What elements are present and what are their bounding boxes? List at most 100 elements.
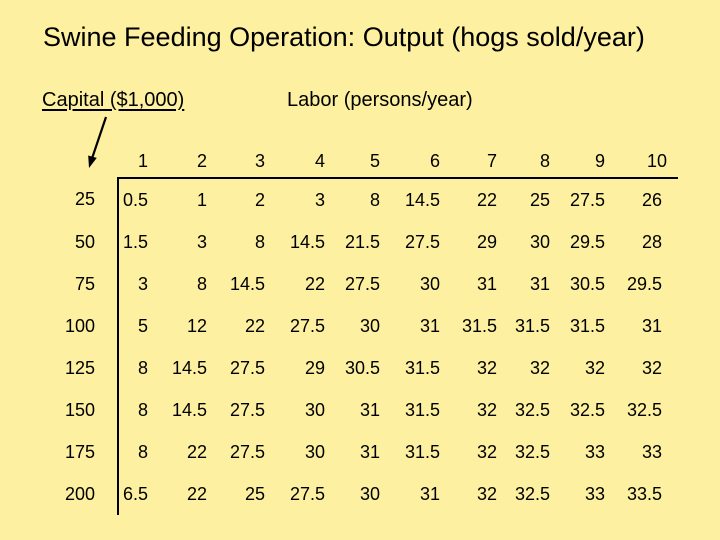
output-value-cell: 0.5 [117, 177, 159, 221]
capital-row-header: 150 [64, 399, 95, 420]
output-value-cell: 8 [117, 347, 159, 389]
output-value-cell: 30 [359, 483, 380, 504]
output-value-cell: 32.5 [514, 399, 550, 420]
output-value-cell: 14.5 [171, 357, 207, 378]
output-value-cell: 31 [419, 483, 440, 504]
output-value-cell: 8 [117, 389, 159, 431]
table-row: 100 5 12 22 27.5 30 31 31.5 31.5 31.5 31 [0, 305, 678, 347]
labor-column-header: 1 [137, 151, 148, 171]
output-value-cell: 29.5 [569, 231, 605, 252]
table-row: 200 6.5 22 25 27.5 30 31 32 32.5 33 33.5 [0, 473, 678, 515]
output-value-cell: 8 [254, 231, 265, 252]
output-value-cell: 3 [117, 263, 159, 305]
labor-column-header: 2 [196, 151, 207, 171]
capital-row-header: 200 [64, 483, 95, 504]
output-value-cell: 32 [584, 357, 605, 378]
output-value-cell: 31 [529, 273, 550, 294]
output-value-cell: 27.5 [229, 399, 265, 420]
labor-column-header: 3 [254, 151, 265, 171]
output-value-cell: 25 [244, 483, 265, 504]
output-value-cell: 33.5 [626, 483, 662, 504]
capital-row-header: 50 [74, 231, 95, 252]
output-value-cell: 22 [186, 483, 207, 504]
output-value-cell: 1 [159, 177, 218, 221]
output-value-cell: 32.5 [514, 441, 550, 462]
table-body: 25 0.5 1 2 3 8 14.5 22 25 27.5 26 50 1.5 3 8 14.5 21.5 27… [0, 177, 678, 515]
output-value-cell: 1.5 [117, 221, 159, 263]
output-value-cell: 31.5 [404, 357, 440, 378]
output-value-cell: 21.5 [344, 231, 380, 252]
labor-column-header: 8 [539, 151, 550, 171]
output-value-cell: 31.5 [404, 441, 440, 462]
capital-row-header: 175 [64, 441, 95, 462]
labor-column-header: 10 [646, 151, 667, 171]
capital-row-header: 125 [64, 357, 95, 378]
output-value-cell: 30 [359, 315, 380, 336]
output-value-cell: 32 [476, 399, 497, 420]
table-row: 50 1.5 3 8 14.5 21.5 27.5 29 30 29.5 28 [0, 221, 678, 263]
capital-row-header: 100 [64, 315, 95, 336]
output-value-cell: 27.5 [289, 483, 325, 504]
output-value-cell: 32.5 [626, 399, 662, 420]
output-value-cell: 30 [529, 231, 550, 252]
output-value-cell: 32 [641, 357, 662, 378]
output-value-cell: 29.5 [626, 273, 662, 294]
output-value-cell: 8 [117, 431, 159, 473]
labor-column-header: 7 [486, 151, 497, 171]
output-value-cell: 3 [196, 231, 207, 252]
output-value-cell: 14.5 [229, 273, 265, 294]
output-value-cell: 8 [196, 273, 207, 294]
output-value-cell: 25 [508, 177, 561, 221]
output-value-cell: 12 [186, 315, 207, 336]
output-value-cell: 27.5 [344, 273, 380, 294]
labor-column-header: 9 [594, 151, 605, 171]
output-value-cell: 30.5 [569, 273, 605, 294]
output-value-cell: 3 [276, 177, 336, 221]
labor-column-header: 4 [314, 151, 325, 171]
output-value-cell: 28 [641, 231, 662, 252]
output-value-cell: 32.5 [569, 399, 605, 420]
output-value-cell: 32 [476, 357, 497, 378]
output-value-cell: 27.5 [229, 357, 265, 378]
table-corner-cell [0, 144, 118, 178]
output-value-cell: 22 [244, 315, 265, 336]
output-value-cell: 6.5 [117, 473, 159, 515]
output-value-cell: 14.5 [391, 177, 451, 221]
output-value-cell: 32.5 [514, 483, 550, 504]
labor-column-header: 6 [429, 151, 440, 171]
output-value-cell: 33 [641, 441, 662, 462]
output-value-cell: 30.5 [344, 357, 380, 378]
output-value-cell: 27.5 [404, 231, 440, 252]
output-value-cell: 32 [529, 357, 550, 378]
output-value-cell: 29 [304, 357, 325, 378]
output-value-cell: 32 [476, 483, 497, 504]
capital-axis-label: Capital ($1,000) [42, 89, 185, 111]
output-value-cell: 26 [616, 177, 678, 221]
output-value-cell: 29 [476, 231, 497, 252]
table-row: 25 0.5 1 2 3 8 14.5 22 25 27.5 26 [0, 177, 678, 221]
capital-row-header: 75 [74, 273, 95, 294]
table-header-row: 1 2 3 4 5 6 7 8 9 10 [0, 144, 678, 178]
output-value-cell: 30 [304, 441, 325, 462]
output-value-cell: 30 [419, 273, 440, 294]
output-value-cell: 31.5 [461, 315, 497, 336]
table-row: 175 8 22 27.5 30 31 31.5 32 32.5 33 33 [0, 431, 678, 473]
output-value-cell: 32 [476, 441, 497, 462]
table-row: 125 8 14.5 27.5 29 30.5 31.5 32 32 32 32 [0, 347, 678, 389]
output-value-cell: 31.5 [404, 399, 440, 420]
output-value-cell: 2 [218, 177, 276, 221]
output-value-cell: 8 [336, 177, 391, 221]
table-row: 150 8 14.5 27.5 30 31 31.5 32 32.5 32.5 32.5 [0, 389, 678, 431]
output-value-cell: 22 [451, 177, 508, 221]
output-value-cell: 33 [584, 483, 605, 504]
output-value-cell: 22 [186, 441, 207, 462]
output-value-cell: 22 [304, 273, 325, 294]
output-value-cell: 31 [476, 273, 497, 294]
slide-title: Swine Feeding Operation: Output (hogs so… [43, 22, 645, 52]
output-value-cell: 31 [419, 315, 440, 336]
capital-row-header: 25 [74, 189, 95, 209]
labor-column-header: 5 [369, 151, 380, 171]
output-value-cell: 31 [359, 441, 380, 462]
labor-axis-label: Labor (persons/year) [287, 89, 473, 111]
